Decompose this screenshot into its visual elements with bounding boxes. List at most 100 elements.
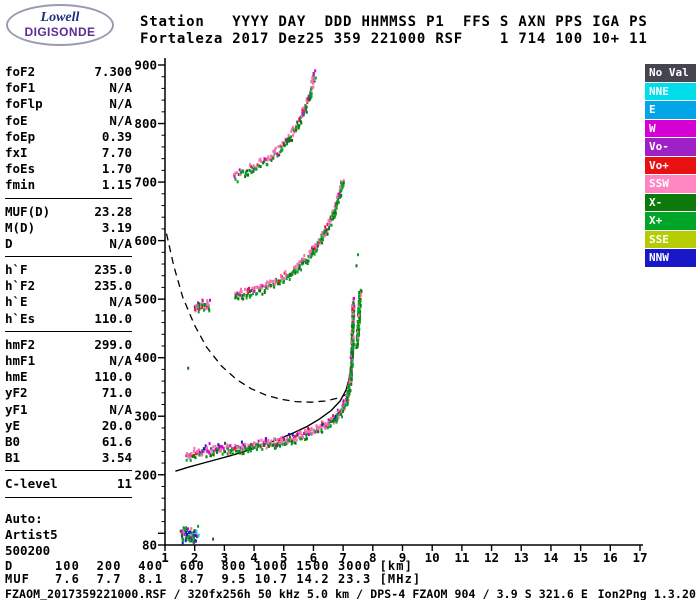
param-row: fxI 7.70 (5, 145, 132, 161)
svg-text:5: 5 (280, 550, 288, 565)
param-label: foF1 (5, 80, 36, 96)
param-value: 7.300 (94, 64, 132, 79)
autoscaling-line: Auto: (5, 510, 43, 526)
svg-text:11: 11 (454, 550, 469, 565)
es-layer-cluster (179, 524, 200, 545)
legend-item-sse: SSE (645, 230, 696, 248)
param-label: hmF2 (5, 336, 36, 352)
param-row: h`E N/A (5, 294, 132, 310)
param-row: hmF1 N/A (5, 353, 132, 369)
parameter-panel: foF2 7.300 foF1 N/A foFlp N/A foE N/A foEp 0.39 fx… (5, 64, 132, 559)
param-row: hmE 110.0 (5, 369, 132, 385)
status-version: Ion2Png 1.3.20 (597, 587, 696, 600)
param-label: yF1 (5, 401, 28, 417)
second-hop-cluster (193, 298, 211, 314)
echo-direction-legend: No Val NNE E W Vo- Vo+ SSW X- X+ SSE NNW (645, 64, 696, 268)
param-value: 0.39 (101, 128, 132, 144)
svg-text:12: 12 (484, 550, 499, 565)
transmission-curve (165, 233, 351, 403)
param-row: MUF(D) 23.28 (5, 204, 132, 220)
param-value: 7.70 (101, 144, 132, 160)
param-value: N/A (109, 80, 132, 96)
axis-frame (164, 58, 643, 546)
legend-item-w: W (645, 119, 696, 137)
param-label: h`E (5, 294, 28, 310)
param-label: foFlp (5, 96, 43, 112)
param-label: hmE (5, 369, 28, 385)
param-value: 110.0 (94, 310, 132, 326)
param-row: foFlp N/A (5, 96, 132, 112)
param-value: 1.15 (101, 177, 132, 193)
svg-text:200: 200 (134, 467, 157, 482)
param-row: yE 20.0 (5, 418, 132, 434)
param-row: D N/A (5, 236, 132, 252)
svg-text:15: 15 (573, 550, 588, 565)
param-label: B1 (5, 450, 21, 466)
param-row: foEp 0.39 (5, 129, 132, 145)
param-row: B0 61.6 (5, 434, 132, 450)
param-label: C-level (5, 476, 58, 492)
param-row: h`F 235.0 (5, 262, 132, 278)
svg-text:600: 600 (134, 233, 157, 248)
svg-text:900: 900 (134, 58, 157, 73)
param-value: 3.54 (101, 450, 132, 466)
param-label: h`F (5, 262, 28, 278)
distance-row: D 100 200 400 600 800 1000 1500 3000 [km… (5, 559, 413, 573)
param-value: N/A (109, 235, 132, 251)
param-label: foEs (5, 161, 36, 177)
param-label: foEp (5, 128, 36, 144)
muf-row: MUF 7.6 7.7 8.1 8.7 9.5 10.7 14.2 23.3 [… (5, 572, 422, 586)
param-value: N/A (109, 112, 132, 128)
legend-item-x-: X- (645, 193, 696, 211)
param-value: 61.6 (101, 433, 132, 449)
param-value: 235.0 (94, 278, 132, 294)
status-bar: FZAOM_2017359221000.RSF / 320fx256h 50 k… (5, 587, 696, 600)
legend-item-nne: NNE (645, 82, 696, 100)
param-row: foE N/A (5, 113, 132, 129)
param-row: h`Es 110.0 (5, 311, 132, 327)
param-separator (5, 256, 132, 258)
legend-item-x-: X+ (645, 212, 696, 230)
legend-item-vo-: Vo+ (645, 156, 696, 174)
param-value: 3.19 (101, 219, 132, 235)
svg-text:7: 7 (339, 550, 347, 565)
f-trace-first-hop (185, 296, 356, 462)
param-separator (5, 330, 132, 332)
legend-item-no-val: No Val (645, 64, 696, 82)
param-value: 20.0 (101, 417, 132, 433)
param-row: B1 3.54 (5, 450, 132, 466)
svg-text:400: 400 (134, 350, 157, 365)
svg-text:4: 4 (250, 550, 258, 565)
legend-item-vo-: Vo- (645, 138, 696, 156)
param-label: yF2 (5, 385, 28, 401)
svg-text:300: 300 (134, 409, 157, 424)
svg-text:700: 700 (134, 175, 157, 190)
param-row: yF2 71.0 (5, 385, 132, 401)
param-row: foEs 1.70 (5, 161, 132, 177)
param-row: foF1 N/A (5, 80, 132, 96)
svg-text:14: 14 (543, 550, 558, 565)
param-label: yE (5, 417, 21, 433)
svg-text:3: 3 (221, 550, 229, 565)
param-row: yF1 N/A (5, 402, 132, 418)
noise-echoes (187, 253, 359, 541)
svg-text:13: 13 (514, 550, 529, 565)
param-separator (5, 197, 132, 199)
param-label: foE (5, 112, 28, 128)
param-label: hmF1 (5, 353, 36, 368)
svg-text:1: 1 (161, 550, 169, 565)
legend-item-e: E (645, 101, 696, 119)
header-values-row: Fortaleza 2017 Dez25 359 221000 RSF 1 71… (140, 31, 648, 47)
svg-text:500: 500 (134, 292, 157, 307)
param-label: h`Es (5, 310, 36, 326)
svg-text:2: 2 (191, 550, 199, 565)
param-row: h`F2 235.0 (5, 278, 132, 294)
param-label: h`F2 (5, 278, 36, 294)
param-row: hmF2 299.0 (5, 337, 132, 353)
param-label: M(D) (5, 219, 36, 235)
param-label: foF2 (5, 64, 36, 79)
svg-text:800: 800 (134, 116, 157, 131)
legend-item-ssw: SSW (645, 175, 696, 193)
